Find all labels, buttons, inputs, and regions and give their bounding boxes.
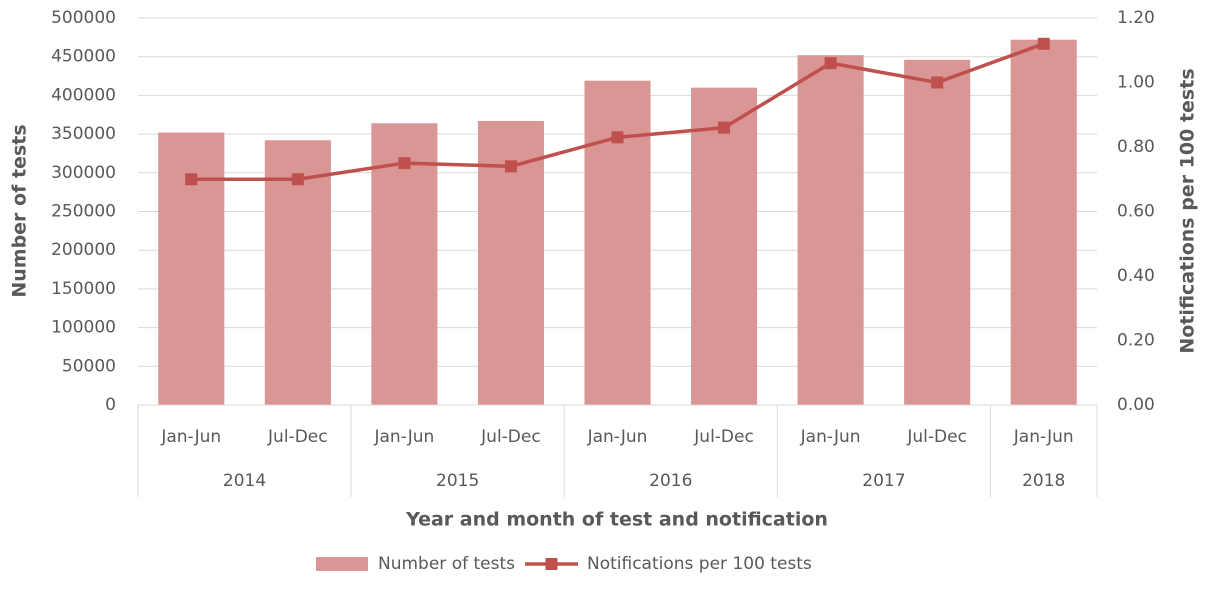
x-tick-label: Jul-Dec	[693, 427, 754, 447]
y-tick-label: 500000	[51, 8, 116, 28]
y2-tick-label: 0.00	[1117, 395, 1155, 415]
x-tick-label: Jan-Jun	[587, 427, 648, 447]
x-group-label: 2017	[862, 471, 905, 491]
x-tick-label: Jul-Dec	[906, 427, 967, 447]
marker	[611, 131, 624, 144]
x-group-label: 2016	[649, 471, 692, 491]
legend-label: Notifications per 100 tests	[587, 554, 812, 574]
y-tick-label: 150000	[51, 279, 116, 299]
marker	[931, 76, 944, 89]
x-tick-label: Jan-Jun	[160, 427, 221, 447]
y2-tick-label: 0.40	[1117, 266, 1155, 286]
x-group-label: 2018	[1022, 471, 1065, 491]
x-group-label: 2015	[436, 471, 479, 491]
x-group-label: 2014	[223, 471, 266, 491]
marker	[824, 57, 837, 70]
legend-swatch	[545, 558, 558, 570]
marker	[504, 160, 517, 173]
y2-axis-title: Notifications per 100 tests	[1177, 68, 1199, 353]
marker	[185, 173, 198, 186]
y-tick-label: 100000	[51, 318, 116, 338]
y-tick-label: 0	[105, 395, 116, 415]
y-tick-label: 50000	[62, 356, 116, 376]
bar	[691, 87, 758, 405]
legend-label: Number of tests	[378, 554, 515, 574]
y-tick-label: 300000	[51, 163, 116, 183]
bar	[797, 55, 864, 405]
bar	[1010, 39, 1077, 406]
y-tick-label: 200000	[51, 240, 116, 260]
bar	[904, 59, 971, 406]
x-tick-label: Jan-Jun	[1013, 427, 1074, 447]
y2-tick-label: 1.00	[1117, 73, 1155, 93]
marker	[1037, 37, 1050, 50]
legend-swatch	[316, 557, 368, 571]
x-axis-title: Year and month of test and notification	[405, 509, 828, 531]
y-tick-label: 450000	[51, 47, 116, 67]
y-tick-label: 350000	[51, 124, 116, 144]
bar	[371, 123, 438, 405]
marker	[291, 173, 304, 186]
y2-tick-label: 1.20	[1117, 8, 1155, 28]
y-tick-label: 250000	[51, 202, 116, 222]
y-axis-title: Number of tests	[9, 124, 31, 297]
x-tick-label: Jul-Dec	[480, 427, 541, 447]
x-tick-label: Jan-Jun	[373, 427, 434, 447]
marker	[398, 157, 411, 170]
x-tick-label: Jul-Dec	[267, 427, 328, 447]
x-tick-label: Jan-Jun	[800, 427, 861, 447]
y2-tick-label: 0.20	[1117, 331, 1155, 351]
y-tick-label: 400000	[51, 85, 116, 105]
bar	[584, 80, 651, 405]
y2-tick-label: 0.80	[1117, 137, 1155, 157]
marker	[718, 121, 731, 134]
y2-tick-label: 0.60	[1117, 202, 1155, 222]
